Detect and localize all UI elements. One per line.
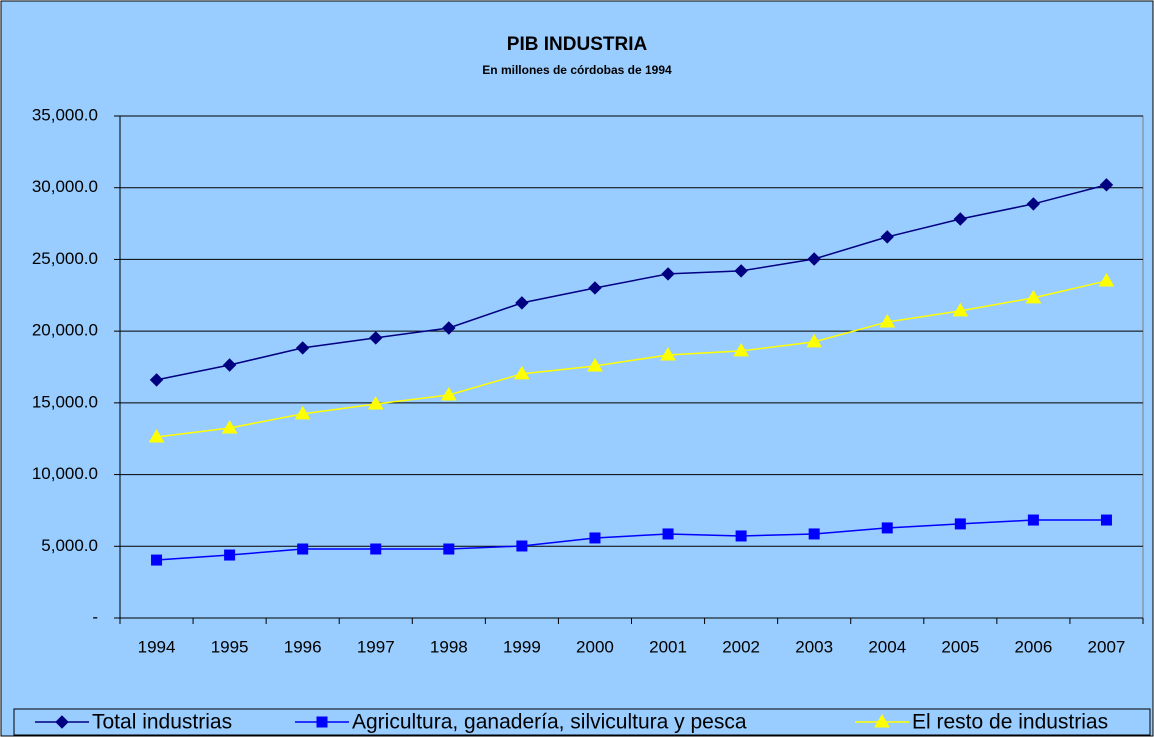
marker <box>661 267 675 281</box>
marker <box>440 386 457 401</box>
x-tick-label: 2007 <box>1088 637 1126 656</box>
marker <box>807 252 821 266</box>
marker <box>587 358 603 372</box>
marker <box>442 321 456 335</box>
x-tick-label: 2004 <box>868 637 906 656</box>
marker <box>222 358 237 372</box>
marker <box>734 264 748 278</box>
marker <box>733 342 749 357</box>
marker <box>369 331 383 345</box>
marker <box>367 396 384 410</box>
marker <box>660 346 676 361</box>
legend-label: Agricultura, ganadería, silvicultura y p… <box>352 711 747 734</box>
marker <box>589 532 601 544</box>
y-tick-label: 25,000.0 <box>32 249 98 268</box>
y-tick-label: 35,000.0 <box>32 105 98 124</box>
y-tick-label: - <box>92 607 98 626</box>
x-tick-label: 1996 <box>284 637 322 656</box>
series-line <box>156 184 1107 381</box>
marker <box>370 543 382 555</box>
marker <box>294 405 311 420</box>
series-line <box>156 280 1107 438</box>
marker <box>55 715 69 729</box>
marker <box>515 296 529 310</box>
y-tick-label: 10,000.0 <box>32 464 98 483</box>
marker <box>297 543 309 555</box>
x-tick-label: 2006 <box>1014 637 1052 656</box>
x-tick-label: 2003 <box>795 637 833 656</box>
x-tick-label: 1997 <box>357 637 395 656</box>
marker <box>1026 197 1041 211</box>
y-tick-label: 15,000.0 <box>32 392 98 411</box>
marker <box>881 522 893 534</box>
x-tick-label: 2001 <box>649 637 687 656</box>
x-tick-label: 2000 <box>576 637 614 656</box>
marker <box>662 528 674 540</box>
marker <box>149 373 164 387</box>
y-tick-label: 5,000.0 <box>41 536 98 555</box>
x-tick-label: 1998 <box>430 637 468 656</box>
marker <box>808 528 820 540</box>
marker <box>1025 289 1042 304</box>
marker <box>1099 178 1114 192</box>
x-tick-label: 1994 <box>138 637 176 656</box>
marker <box>443 543 455 555</box>
marker <box>735 530 747 542</box>
marker <box>316 716 328 728</box>
marker <box>806 333 823 348</box>
legend-label: Total industrias <box>92 711 232 734</box>
plot-area <box>119 115 1144 619</box>
marker <box>879 313 896 328</box>
marker <box>1027 514 1039 526</box>
marker <box>295 341 310 355</box>
marker <box>952 302 969 317</box>
x-tick-label: 2005 <box>941 637 979 656</box>
marker <box>514 365 530 380</box>
marker <box>1100 514 1112 526</box>
legend-box <box>13 708 1151 736</box>
marker <box>1098 272 1115 287</box>
chart-title: PIB INDUSTRIA <box>507 34 648 55</box>
x-tick-label: 1995 <box>211 637 249 656</box>
marker <box>221 419 238 434</box>
marker <box>516 540 528 552</box>
marker <box>588 281 602 295</box>
marker <box>224 549 236 561</box>
marker <box>880 230 894 244</box>
marker <box>874 714 890 728</box>
y-tick-label: 20,000.0 <box>32 321 98 340</box>
x-tick-label: 2002 <box>722 637 760 656</box>
marker <box>954 518 966 530</box>
y-tick-label: 30,000.0 <box>32 177 98 196</box>
marker <box>953 212 968 226</box>
chart-subtitle: En millones de córdobas de 1994 <box>482 63 672 77</box>
marker <box>151 554 163 566</box>
x-tick-label: 1999 <box>503 637 541 656</box>
series-line <box>156 519 1107 561</box>
legend-label: El resto de industrias <box>912 711 1108 734</box>
marker <box>148 429 165 443</box>
